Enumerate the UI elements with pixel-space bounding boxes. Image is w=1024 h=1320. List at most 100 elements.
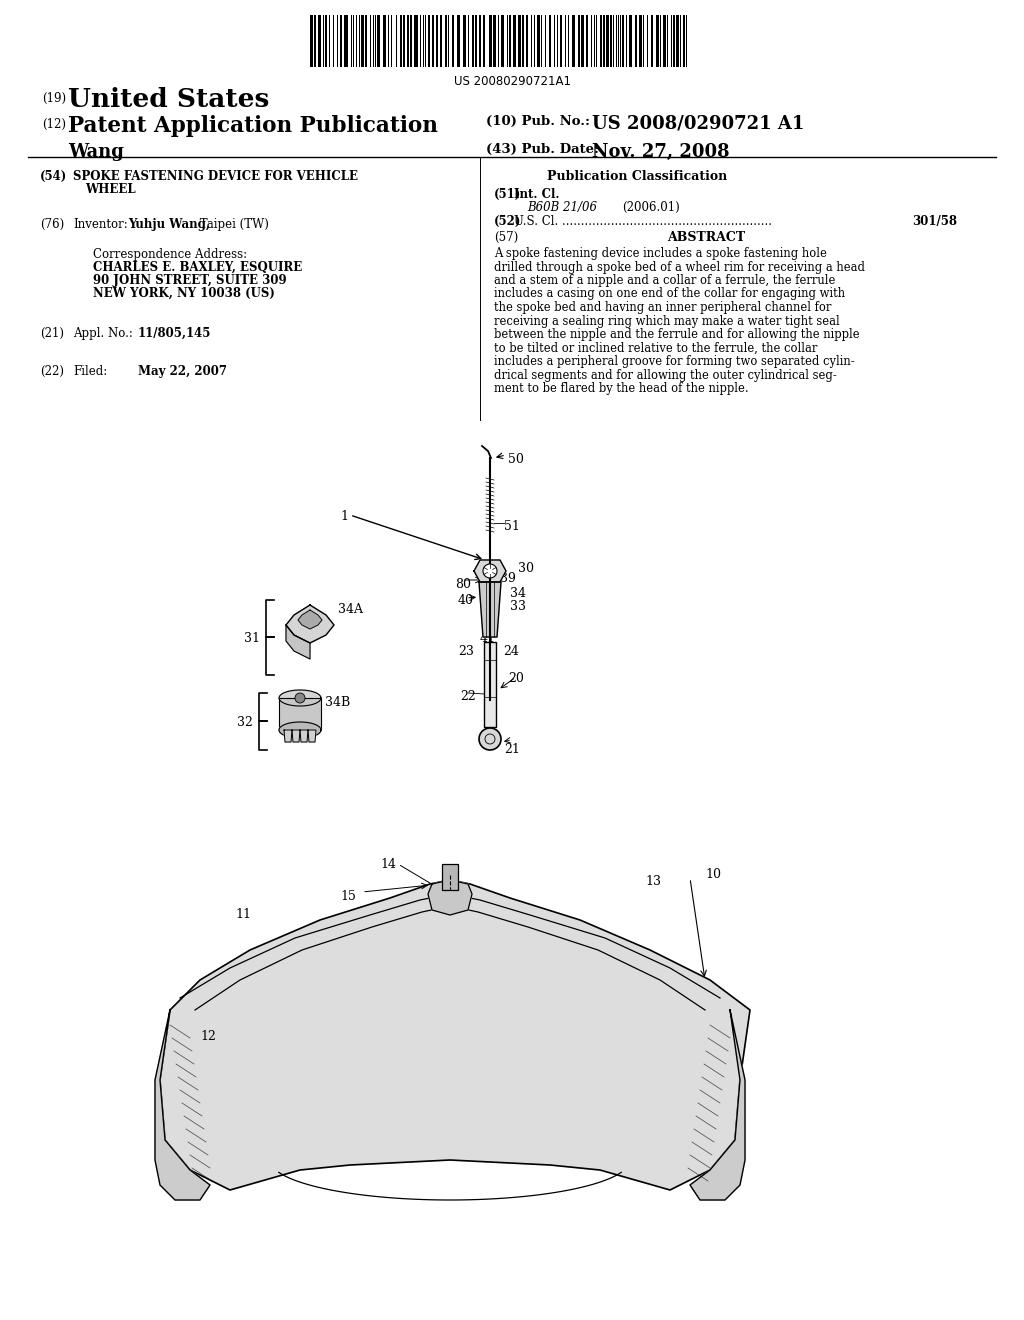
Text: 33: 33	[510, 601, 526, 612]
Polygon shape	[279, 722, 321, 738]
Bar	[677, 15, 679, 67]
Bar	[594, 15, 595, 67]
Text: ment to be flared by the head of the nipple.: ment to be flared by the head of the nip…	[494, 381, 749, 395]
Bar	[493, 15, 496, 67]
Text: 24: 24	[503, 645, 519, 657]
Bar	[395, 15, 396, 67]
Bar	[323, 15, 324, 67]
Bar	[612, 15, 613, 67]
Circle shape	[295, 693, 305, 704]
Text: (52): (52)	[494, 215, 521, 228]
Text: May 22, 2007: May 22, 2007	[138, 366, 227, 378]
Text: United States: United States	[68, 87, 269, 112]
Bar	[425, 15, 426, 67]
Bar	[651, 15, 653, 67]
Text: the spoke bed and having an inner peripheral channel for: the spoke bed and having an inner periph…	[494, 301, 831, 314]
Text: 10: 10	[705, 869, 721, 880]
Bar	[501, 15, 504, 67]
Bar	[674, 15, 676, 67]
Text: (76): (76)	[40, 218, 65, 231]
Text: (10) Pub. No.:: (10) Pub. No.:	[486, 115, 590, 128]
Text: Int. Cl.: Int. Cl.	[514, 187, 559, 201]
Bar	[513, 15, 516, 67]
Text: 15: 15	[340, 890, 356, 903]
Bar	[582, 15, 584, 67]
Bar	[603, 15, 605, 67]
Text: 50: 50	[508, 453, 524, 466]
Text: 23: 23	[458, 645, 474, 657]
Bar	[383, 15, 386, 67]
Bar	[314, 15, 316, 67]
Text: WHEEL: WHEEL	[85, 183, 135, 195]
Text: 51: 51	[504, 520, 520, 533]
Bar	[554, 15, 555, 67]
Bar	[370, 15, 371, 67]
Bar	[333, 15, 334, 67]
Bar	[423, 15, 424, 67]
Bar	[639, 15, 642, 67]
Bar	[361, 15, 365, 67]
Circle shape	[479, 729, 501, 750]
Text: 34: 34	[510, 587, 526, 601]
Circle shape	[483, 564, 497, 578]
Bar	[344, 15, 347, 67]
Bar	[596, 15, 597, 67]
Text: 11/805,145: 11/805,145	[138, 327, 211, 341]
Text: 31: 31	[244, 632, 260, 645]
Bar	[373, 15, 374, 67]
Bar	[447, 15, 449, 67]
Text: Nov. 27, 2008: Nov. 27, 2008	[592, 143, 730, 161]
Bar	[310, 15, 313, 67]
Text: B60B 21/06: B60B 21/06	[527, 201, 597, 214]
Text: 11: 11	[234, 908, 251, 921]
Bar	[586, 15, 588, 67]
Bar	[518, 15, 521, 67]
Bar	[549, 15, 551, 67]
Text: (43) Pub. Date:: (43) Pub. Date:	[486, 143, 599, 156]
Text: U.S. Cl. ........................................................: U.S. Cl. ...............................…	[514, 215, 772, 228]
Text: US 2008/0290721 A1: US 2008/0290721 A1	[592, 115, 805, 133]
Text: 301/58: 301/58	[912, 215, 957, 228]
Text: Wang: Wang	[68, 143, 124, 161]
Bar	[464, 15, 466, 67]
Text: 13: 13	[645, 875, 662, 888]
Text: Taipei (TW): Taipei (TW)	[196, 218, 269, 231]
Bar	[415, 15, 418, 67]
Text: 90 JOHN STREET, SUITE 309: 90 JOHN STREET, SUITE 309	[93, 275, 287, 286]
Bar	[279, 698, 321, 730]
Bar	[498, 15, 499, 67]
Text: A spoke fastening device includes a spoke fastening hole: A spoke fastening device includes a spok…	[494, 247, 826, 260]
Bar	[388, 15, 389, 67]
Bar	[617, 15, 620, 67]
Text: drical segments and for allowing the outer cylindrical seg-: drical segments and for allowing the out…	[494, 368, 837, 381]
Bar	[444, 15, 446, 67]
Bar	[621, 15, 622, 67]
Bar	[663, 15, 666, 67]
Text: ABSTRACT: ABSTRACT	[667, 231, 745, 244]
Bar	[359, 15, 360, 67]
Bar	[391, 15, 392, 67]
Bar	[468, 15, 469, 67]
Bar	[420, 15, 421, 67]
Bar	[399, 15, 401, 67]
Bar	[350, 15, 352, 67]
Bar	[630, 15, 632, 67]
Bar	[545, 15, 546, 67]
Text: includes a casing on one end of the collar for engaging with: includes a casing on one end of the coll…	[494, 288, 845, 301]
Bar	[318, 15, 322, 67]
Bar	[442, 865, 458, 890]
Bar	[411, 15, 413, 67]
Bar	[579, 15, 581, 67]
Text: 34B: 34B	[325, 696, 350, 709]
Text: 1: 1	[340, 510, 348, 523]
Bar	[353, 15, 354, 67]
Bar	[509, 15, 511, 67]
Text: (57): (57)	[494, 231, 518, 244]
Bar	[457, 15, 461, 67]
Text: (2006.01): (2006.01)	[622, 201, 680, 214]
Bar	[559, 15, 561, 67]
Bar	[623, 15, 625, 67]
Text: Patent Application Publication: Patent Application Publication	[68, 115, 438, 137]
Text: CHARLES E. BAXLEY, ESQUIRE: CHARLES E. BAXLEY, ESQUIRE	[93, 261, 302, 275]
Text: 12: 12	[200, 1030, 216, 1043]
